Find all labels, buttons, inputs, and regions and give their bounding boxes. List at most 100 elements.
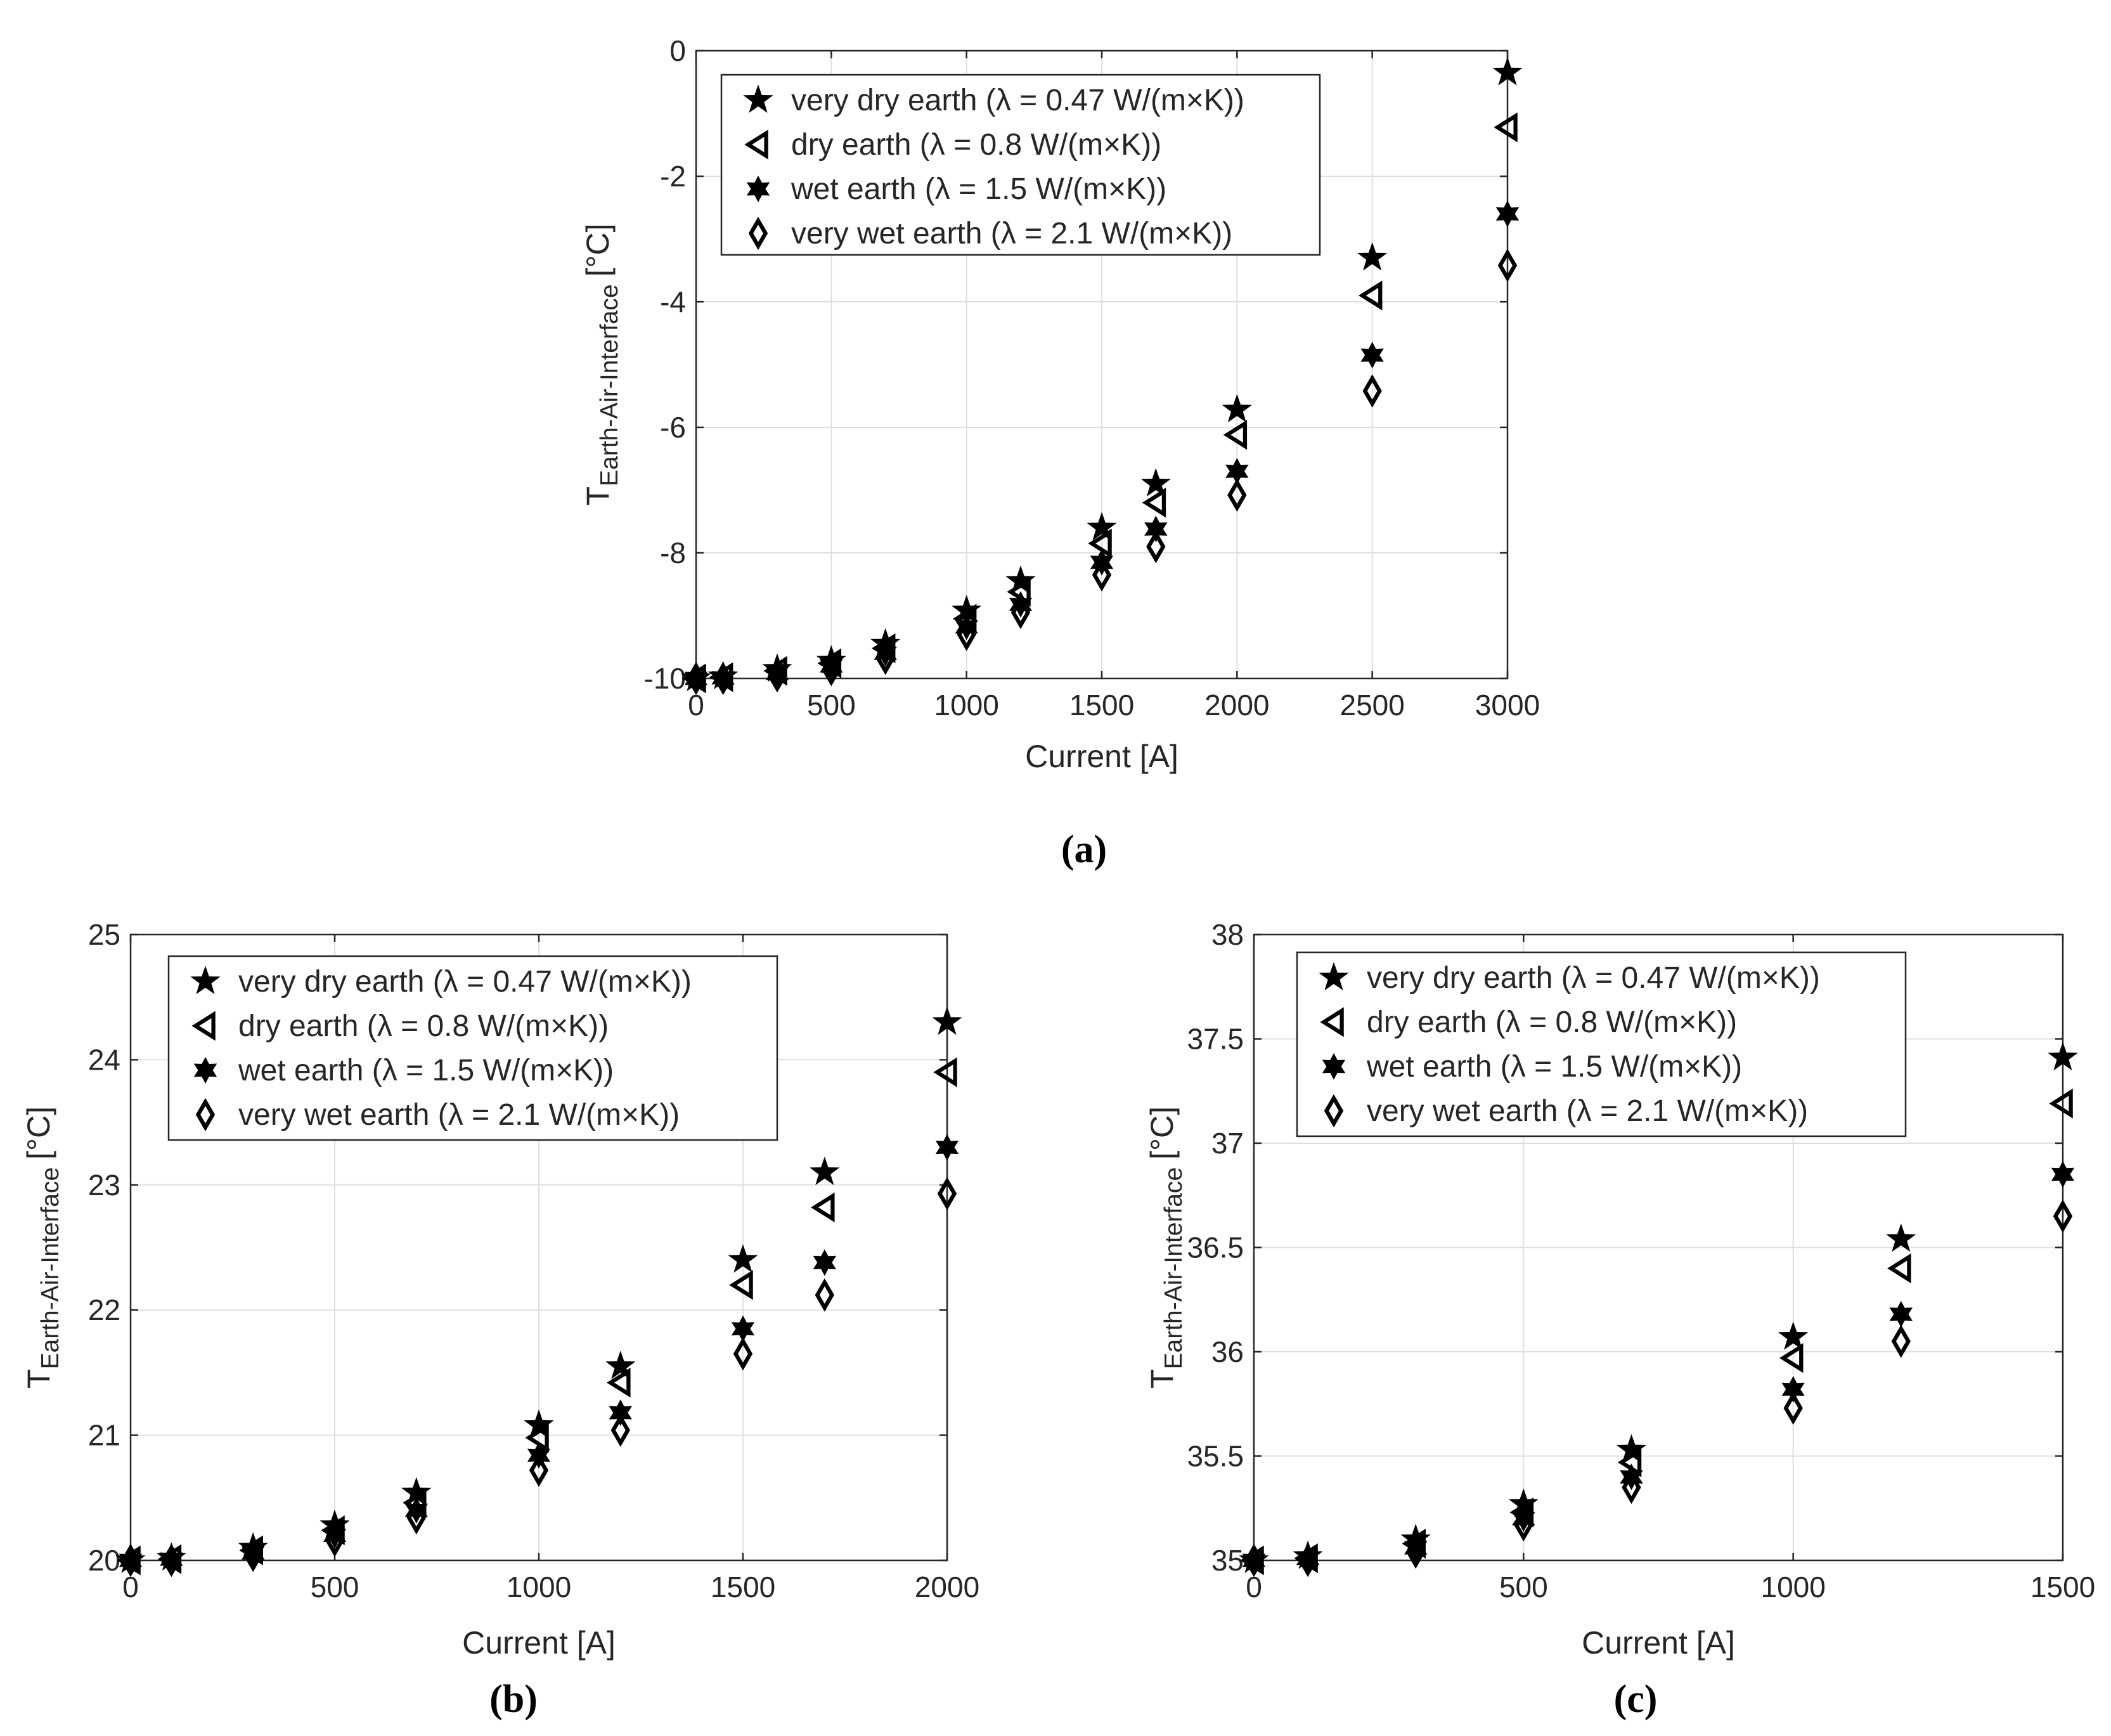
data-point-star-6 bbox=[1225, 458, 1249, 485]
y-tick-label: 24 bbox=[88, 1043, 120, 1076]
data-point-diamond bbox=[875, 642, 895, 675]
x-tick-label: 1500 bbox=[2030, 1571, 2095, 1603]
data-point-diamond bbox=[1891, 1325, 1911, 1358]
y-tick-label: 35 bbox=[1211, 1544, 1244, 1577]
y-tick-label: 35.5 bbox=[1187, 1440, 1244, 1473]
data-point-triangle-left bbox=[933, 1057, 957, 1087]
legend-marker-triangle-left bbox=[1320, 1007, 1344, 1037]
y-axis-label-unit: [°C] bbox=[580, 223, 616, 276]
data-point-diamond bbox=[686, 661, 706, 696]
legend-marker-diamond bbox=[748, 216, 768, 250]
data-point-star-6 bbox=[813, 1249, 836, 1276]
y-axis-label-unit: [°C] bbox=[1144, 1106, 1180, 1160]
data-point-diamond bbox=[1783, 1391, 1803, 1425]
data-point-star-5 bbox=[728, 1244, 758, 1273]
data-point-triangle-left bbox=[607, 1368, 631, 1398]
legend-marker-star-6 bbox=[193, 1057, 217, 1084]
data-point-star-6 bbox=[874, 640, 897, 667]
data-point-star-6 bbox=[711, 664, 735, 691]
y-tick-label: 22 bbox=[88, 1293, 120, 1326]
x-axis-label: Current [A] bbox=[462, 1625, 616, 1661]
data-point-diamond bbox=[2053, 1199, 2073, 1233]
data-point-star-5 bbox=[952, 595, 982, 624]
legend-box bbox=[720, 74, 1321, 256]
x-tick-label: 2000 bbox=[915, 1571, 979, 1603]
data-point-star-5 bbox=[1005, 565, 1036, 594]
x-tick-label: 500 bbox=[1499, 1571, 1548, 1603]
legend-marker-triangle-left bbox=[191, 1011, 216, 1041]
x-tick-label: 1500 bbox=[1069, 689, 1134, 722]
legend-entry-label: very dry earth (λ = 0.47 W/(m×K)) bbox=[791, 84, 1244, 117]
legend-entry-label: wet earth (λ = 1.5 W/(m×K)) bbox=[1366, 1050, 1742, 1084]
panel-label: (c) bbox=[1614, 1678, 1658, 1721]
data-point-triangle-left bbox=[1779, 1343, 1804, 1373]
data-point-diamond bbox=[767, 659, 787, 693]
legend-marker-diamond bbox=[1324, 1094, 1344, 1128]
data-point-diamond bbox=[1514, 1508, 1533, 1542]
y-axis-label-symbol: T bbox=[1144, 1369, 1180, 1389]
x-tick-label: 500 bbox=[807, 689, 856, 722]
data-point-triangle-left bbox=[1142, 488, 1166, 518]
x-axis-label: Current [A] bbox=[1025, 739, 1178, 774]
data-point-star-5 bbox=[1222, 394, 1252, 423]
y-axis-label-symbol: T bbox=[21, 1369, 56, 1389]
data-point-triangle-left bbox=[1887, 1253, 1911, 1283]
legend-marker-star-5 bbox=[1319, 962, 1349, 990]
data-point-diamond bbox=[120, 1543, 141, 1577]
legend-entry-label: wet earth (λ = 1.5 W/(m×K)) bbox=[791, 172, 1166, 206]
data-point-star-5 bbox=[1778, 1321, 1809, 1350]
data-point-triangle-left bbox=[1359, 280, 1383, 311]
series-diamond bbox=[120, 1177, 957, 1577]
data-point-star-6 bbox=[1296, 1545, 1320, 1572]
x-tick-label: 2000 bbox=[1204, 689, 1269, 722]
data-point-star-6 bbox=[404, 1497, 428, 1524]
data-point-diamond bbox=[713, 661, 733, 696]
data-point-diamond bbox=[162, 1543, 181, 1577]
data-point-star-6 bbox=[1781, 1376, 1805, 1403]
legend-entry-label: very wet earth (λ = 2.1 W/(m×K)) bbox=[1367, 1094, 1808, 1128]
y-tick-label: 36 bbox=[1211, 1335, 1244, 1368]
y-tick-label: 37.5 bbox=[1187, 1023, 1244, 1056]
data-point-diamond bbox=[1622, 1470, 1641, 1505]
y-axis-label-unit: [°C] bbox=[21, 1106, 56, 1160]
data-point-triangle-left bbox=[811, 1192, 835, 1222]
legend-entry-label: dry earth (λ = 0.8 W/(m×K)) bbox=[1367, 1006, 1737, 1039]
data-point-star-6 bbox=[160, 1546, 183, 1572]
data-point-diamond bbox=[822, 652, 841, 687]
legend-marker-star-6 bbox=[1322, 1053, 1346, 1080]
data-point-star-5 bbox=[1616, 1434, 1646, 1463]
data-point-diamond bbox=[1362, 374, 1382, 408]
legend-box bbox=[1296, 951, 1907, 1137]
x-tick-label: 3000 bbox=[1475, 689, 1540, 722]
y-tick-label: -2 bbox=[660, 160, 686, 193]
y-tick-label: 25 bbox=[88, 918, 120, 951]
legend-entry-label: very wet earth (λ = 2.1 W/(m×K)) bbox=[238, 1098, 680, 1132]
x-tick-label: 1000 bbox=[507, 1571, 571, 1603]
data-point-star-6 bbox=[1242, 1547, 1266, 1574]
data-point-diamond bbox=[1092, 558, 1112, 592]
data-point-star-5 bbox=[605, 1351, 636, 1380]
y-tick-label: -10 bbox=[644, 662, 686, 695]
legend-entry-label: dry earth (λ = 0.8 W/(m×K)) bbox=[238, 1009, 609, 1043]
legend-entry-label: dry earth (λ = 0.8 W/(m×K)) bbox=[791, 128, 1161, 162]
data-point-star-6 bbox=[1404, 1534, 1428, 1562]
y-tick-label: 23 bbox=[88, 1169, 120, 1202]
data-point-diamond bbox=[325, 1524, 345, 1557]
data-point-star-5 bbox=[524, 1409, 554, 1438]
series-diamond bbox=[686, 249, 1518, 696]
y-tick-label: -8 bbox=[660, 536, 686, 569]
x-tick-label: 1000 bbox=[1760, 1571, 1825, 1603]
y-tick-label: -4 bbox=[660, 285, 686, 318]
panel-label: (b) bbox=[489, 1678, 538, 1721]
series-diamond bbox=[1244, 1199, 2073, 1577]
y-axis-label: TEarth-Air-Interface [°C] bbox=[1144, 1106, 1187, 1389]
data-point-diamond bbox=[529, 1453, 549, 1487]
data-point-star-5 bbox=[1357, 242, 1388, 271]
y-tick-label: -6 bbox=[660, 411, 686, 444]
data-point-triangle-left bbox=[1494, 112, 1518, 143]
data-point-star-6 bbox=[955, 613, 978, 640]
data-point-star-6 bbox=[242, 1539, 265, 1567]
